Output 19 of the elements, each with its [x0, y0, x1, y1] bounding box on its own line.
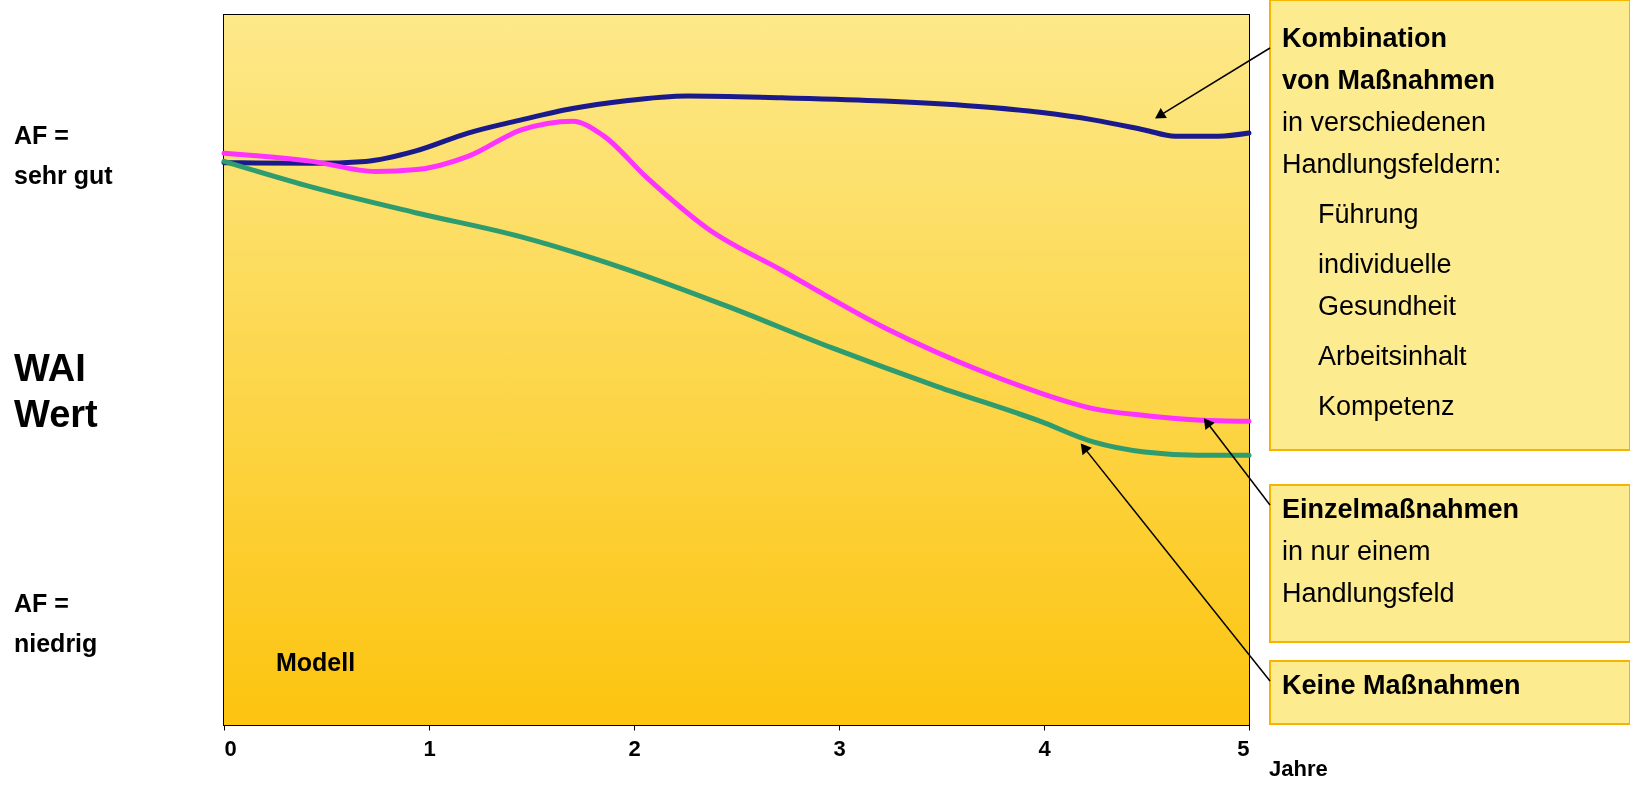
text: in verschiedenen Handlungsfeldern: — [1282, 107, 1502, 179]
text: in nur einem Handlungsfeld — [1282, 536, 1455, 608]
x-tick-label: 5 — [1237, 735, 1250, 761]
x-tick-label: 0 — [224, 735, 237, 761]
x-tick-label: 3 — [833, 735, 846, 761]
annotation: Keine Maßnahmen — [1282, 670, 1521, 700]
annotation: Modell — [276, 648, 356, 676]
y-axis-title: WAI Wert — [14, 347, 99, 435]
x-axis-title: Jahre — [1269, 756, 1328, 781]
annotation: Einzelmaßnahmen — [1282, 494, 1520, 524]
text: Arbeitsinhalt — [1318, 341, 1468, 371]
text: Führung — [1318, 199, 1419, 229]
x-tick-label: 2 — [628, 735, 641, 761]
text: AF = sehr gut — [14, 121, 114, 190]
text: AF = niedrig — [14, 588, 98, 657]
text: Kompetenz — [1318, 391, 1455, 421]
x-tick-label: 1 — [423, 735, 436, 761]
x-tick-label: 4 — [1038, 735, 1052, 761]
text: individuelle Gesundheit — [1318, 249, 1457, 321]
